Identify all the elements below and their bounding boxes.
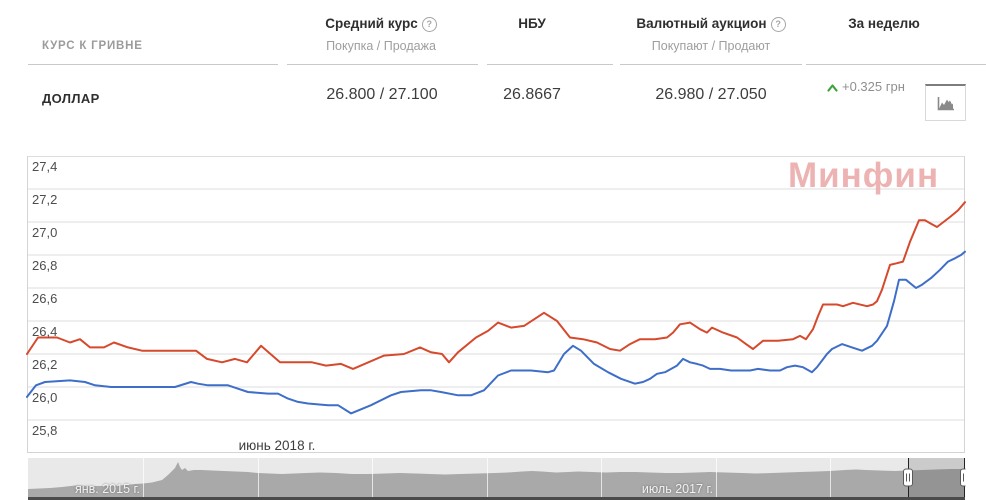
- table-title: КУРС К ГРИВНЕ: [42, 40, 143, 52]
- up-arrow-icon: [827, 84, 838, 92]
- column-header-nbu: НБУ: [482, 16, 582, 31]
- auction-column-subtitle: Покупают / Продают: [651, 39, 771, 53]
- x-axis-label: июнь 2018 г.: [238, 438, 316, 453]
- auction-rate-value: 26.980 / 27.050: [655, 86, 767, 103]
- y-axis-tick-label: 26,0: [32, 390, 58, 405]
- header-divider: [806, 64, 986, 65]
- y-axis-tick-label: 27,0: [32, 225, 58, 240]
- chart-range-navigator[interactable]: [0, 458, 986, 497]
- navigator-date-label: янв. 2015 г.: [74, 482, 140, 496]
- y-axis-tick-label: 26,6: [32, 291, 58, 306]
- watermark: Минфин: [788, 156, 940, 195]
- header-divider: [28, 64, 278, 65]
- avg-column-title: Средний курс: [325, 16, 418, 31]
- column-header-auction: Валютный аукцион? Покупают / Продают: [600, 16, 822, 53]
- exchange-rate-chart[interactable]: [0, 156, 986, 454]
- y-axis-tick-label: 25,8: [32, 423, 58, 438]
- header-divider: [287, 64, 478, 65]
- navigator-handle[interactable]: [903, 468, 913, 487]
- header-divider: [487, 64, 613, 65]
- navigator-date-label: июль 2017 г.: [641, 482, 713, 496]
- week-change-value: +0.325 грн: [842, 79, 905, 94]
- week-change: +0.325 грн: [827, 79, 905, 94]
- column-header-week: За неделю: [824, 16, 944, 31]
- nbu-rate-value: 26.8667: [503, 86, 561, 103]
- y-axis-tick-label: 26,2: [32, 357, 58, 372]
- week-column-title: За неделю: [848, 16, 920, 31]
- y-axis-tick-label: 27,4: [32, 159, 58, 174]
- nbu-column-title: НБУ: [518, 16, 546, 31]
- avg-column-subtitle: Покупка / Продажа: [326, 39, 436, 53]
- navigator-scrollbar[interactable]: [28, 497, 965, 500]
- column-header-avg: Средний курс? Покупка / Продажа: [281, 16, 481, 53]
- y-axis-tick-label: 26,4: [32, 324, 58, 339]
- y-axis-tick-label: 27,2: [32, 192, 58, 207]
- avg-rate-value: 26.800 / 27.100: [326, 86, 438, 103]
- auction-column-title: Валютный аукцион: [636, 16, 767, 31]
- info-icon[interactable]: ?: [421, 17, 437, 32]
- currency-name: ДОЛЛАР: [42, 91, 100, 106]
- header-divider: [620, 64, 802, 65]
- info-icon[interactable]: ?: [770, 17, 786, 32]
- chart-toggle-button[interactable]: [925, 84, 966, 121]
- area-chart-icon: [937, 96, 954, 110]
- y-axis-tick-label: 26,8: [32, 258, 58, 273]
- navigator-selection[interactable]: [908, 458, 965, 497]
